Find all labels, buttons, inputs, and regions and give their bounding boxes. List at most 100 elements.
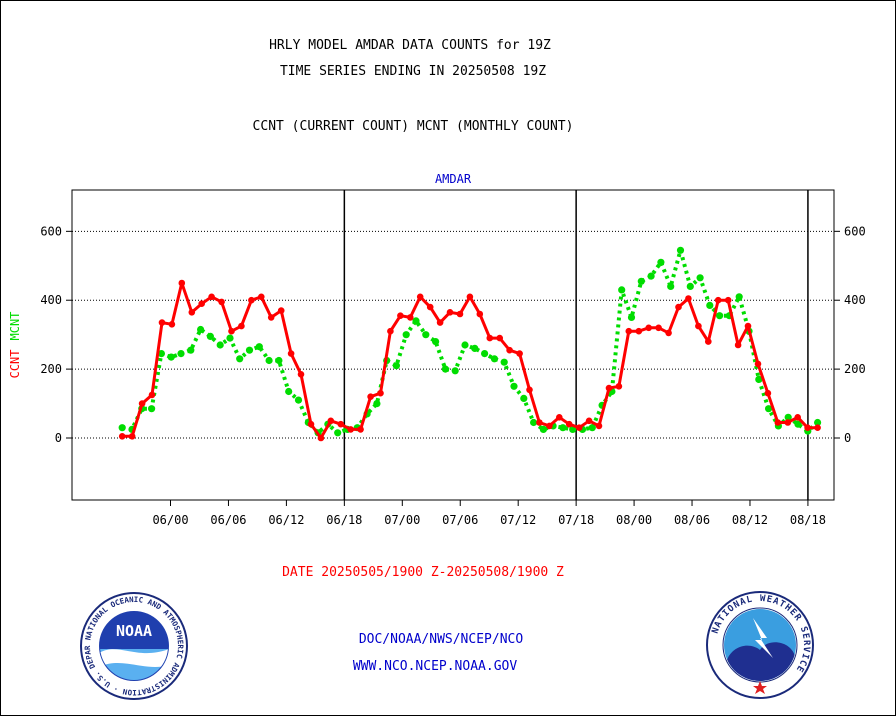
data-point-ccnt: [168, 321, 176, 328]
data-point-ccnt: [754, 360, 762, 368]
y-tick-label-right: 400: [844, 293, 866, 307]
ylabel-mcnt: MCNT: [8, 312, 22, 341]
data-point-mcnt: [451, 367, 459, 375]
y-axis-label: CCNT MCNT: [8, 312, 22, 379]
data-point-mcnt: [441, 365, 449, 373]
data-point-ccnt: [407, 314, 414, 321]
page-title: HRLY MODEL AMDAR DATA COUNTS for 19Z: [269, 38, 551, 53]
data-point-mcnt: [177, 350, 185, 358]
data-point-mcnt: [265, 356, 273, 365]
data-point-mcnt: [520, 394, 528, 402]
data-point-ccnt: [685, 295, 692, 302]
data-point-ccnt: [695, 322, 702, 330]
data-point-ccnt: [804, 424, 811, 432]
data-point-mcnt: [755, 375, 763, 383]
x-tick-label: 08/06: [674, 513, 710, 527]
data-point-mcnt: [530, 418, 538, 427]
data-point-mcnt: [637, 277, 645, 285]
data-point-mcnt: [226, 334, 234, 342]
data-point-ccnt: [337, 420, 345, 428]
data-point-ccnt: [565, 420, 573, 428]
legend-description: CCNT (CURRENT COUNT) MCNT (MONTHLY COUNT…: [252, 119, 574, 134]
org-path: DOC/NOAA/NWS/NCEP/NCO: [358, 632, 524, 647]
data-point-mcnt: [814, 418, 822, 427]
x-tick-label: 08/18: [790, 513, 826, 527]
data-point-ccnt: [784, 419, 792, 426]
data-point-mcnt: [432, 338, 440, 346]
data-point-ccnt: [118, 433, 126, 440]
data-point-ccnt: [317, 434, 325, 442]
data-point-mcnt: [422, 331, 430, 339]
data-point-mcnt: [285, 387, 293, 396]
data-point-mcnt: [500, 358, 508, 366]
data-point-ccnt: [615, 383, 623, 390]
data-point-ccnt: [198, 300, 205, 308]
data-point-ccnt: [357, 426, 364, 433]
data-point-ccnt: [814, 424, 821, 432]
data-point-ccnt: [218, 298, 225, 306]
data-point-mcnt: [412, 317, 420, 325]
data-point-ccnt: [645, 324, 652, 332]
data-point-ccnt: [426, 303, 434, 311]
data-point-ccnt: [277, 307, 285, 314]
x-tick-label: 08/00: [616, 513, 652, 527]
data-point-mcnt: [765, 405, 773, 413]
chart-title: AMDAR: [435, 172, 472, 186]
data-point-mcnt: [510, 382, 518, 390]
data-point-mcnt: [696, 274, 704, 282]
data-point-ccnt: [744, 322, 752, 330]
x-tick-label: 06/00: [152, 513, 188, 527]
y-tick-label-left: 600: [40, 224, 62, 238]
data-point-ccnt: [416, 293, 424, 301]
data-point-mcnt: [373, 400, 381, 408]
data-point-ccnt: [595, 422, 603, 430]
data-point-mcnt: [118, 424, 126, 432]
nws-logo: NATIONAL WEATHER SERVICE: [706, 591, 814, 699]
y-tick-label-right: 0: [844, 431, 851, 445]
data-point-ccnt: [128, 433, 136, 440]
x-tick-label: 07/06: [442, 513, 478, 527]
data-point-ccnt: [367, 393, 374, 401]
website-link[interactable]: WWW.NCO.NCEP.NOAA.GOV: [352, 659, 518, 674]
data-point-ccnt: [486, 334, 494, 342]
data-point-ccnt: [556, 414, 563, 421]
x-tick-label: 06/18: [326, 513, 362, 527]
data-point-mcnt: [657, 258, 665, 266]
data-point-mcnt: [481, 350, 489, 358]
x-tick-label: 06/06: [210, 513, 246, 527]
data-point-ccnt: [655, 324, 662, 332]
data-point-ccnt: [714, 296, 722, 304]
data-point-ccnt: [546, 422, 553, 430]
data-point-mcnt: [334, 429, 342, 437]
ylabel-ccnt: CCNT: [8, 350, 22, 379]
data-point-ccnt: [724, 296, 732, 304]
data-point-ccnt: [297, 371, 305, 378]
data-point-mcnt: [471, 344, 479, 352]
x-tick-label: 07/18: [558, 513, 594, 527]
noaa-logo-text: NOAA: [116, 622, 152, 640]
data-point-ccnt: [526, 386, 533, 394]
data-point-ccnt: [536, 419, 543, 426]
data-point-mcnt: [716, 312, 724, 320]
data-point-mcnt: [148, 405, 156, 413]
data-point-mcnt: [676, 246, 685, 254]
data-point-ccnt: [307, 420, 315, 428]
data-point-mcnt: [294, 396, 303, 404]
data-point-ccnt: [675, 303, 682, 311]
data-point-mcnt: [275, 356, 283, 365]
data-point-mcnt: [157, 350, 165, 358]
data-point-ccnt: [605, 384, 613, 392]
data-point-ccnt: [188, 309, 196, 316]
data-point-mcnt: [627, 313, 636, 321]
series-line-mcnt: [121, 248, 819, 435]
page-subtitle-timeseries: TIME SERIES ENDING IN 20250508 19Z: [279, 64, 547, 79]
data-point-ccnt: [208, 293, 215, 301]
data-point-ccnt: [287, 350, 295, 357]
data-point-ccnt: [774, 419, 782, 426]
data-point-mcnt: [187, 346, 195, 354]
data-point-ccnt: [228, 327, 235, 335]
data-point-mcnt: [735, 293, 743, 301]
data-point-ccnt: [258, 293, 265, 301]
data-point-ccnt: [585, 417, 593, 425]
data-point-mcnt: [206, 332, 214, 340]
